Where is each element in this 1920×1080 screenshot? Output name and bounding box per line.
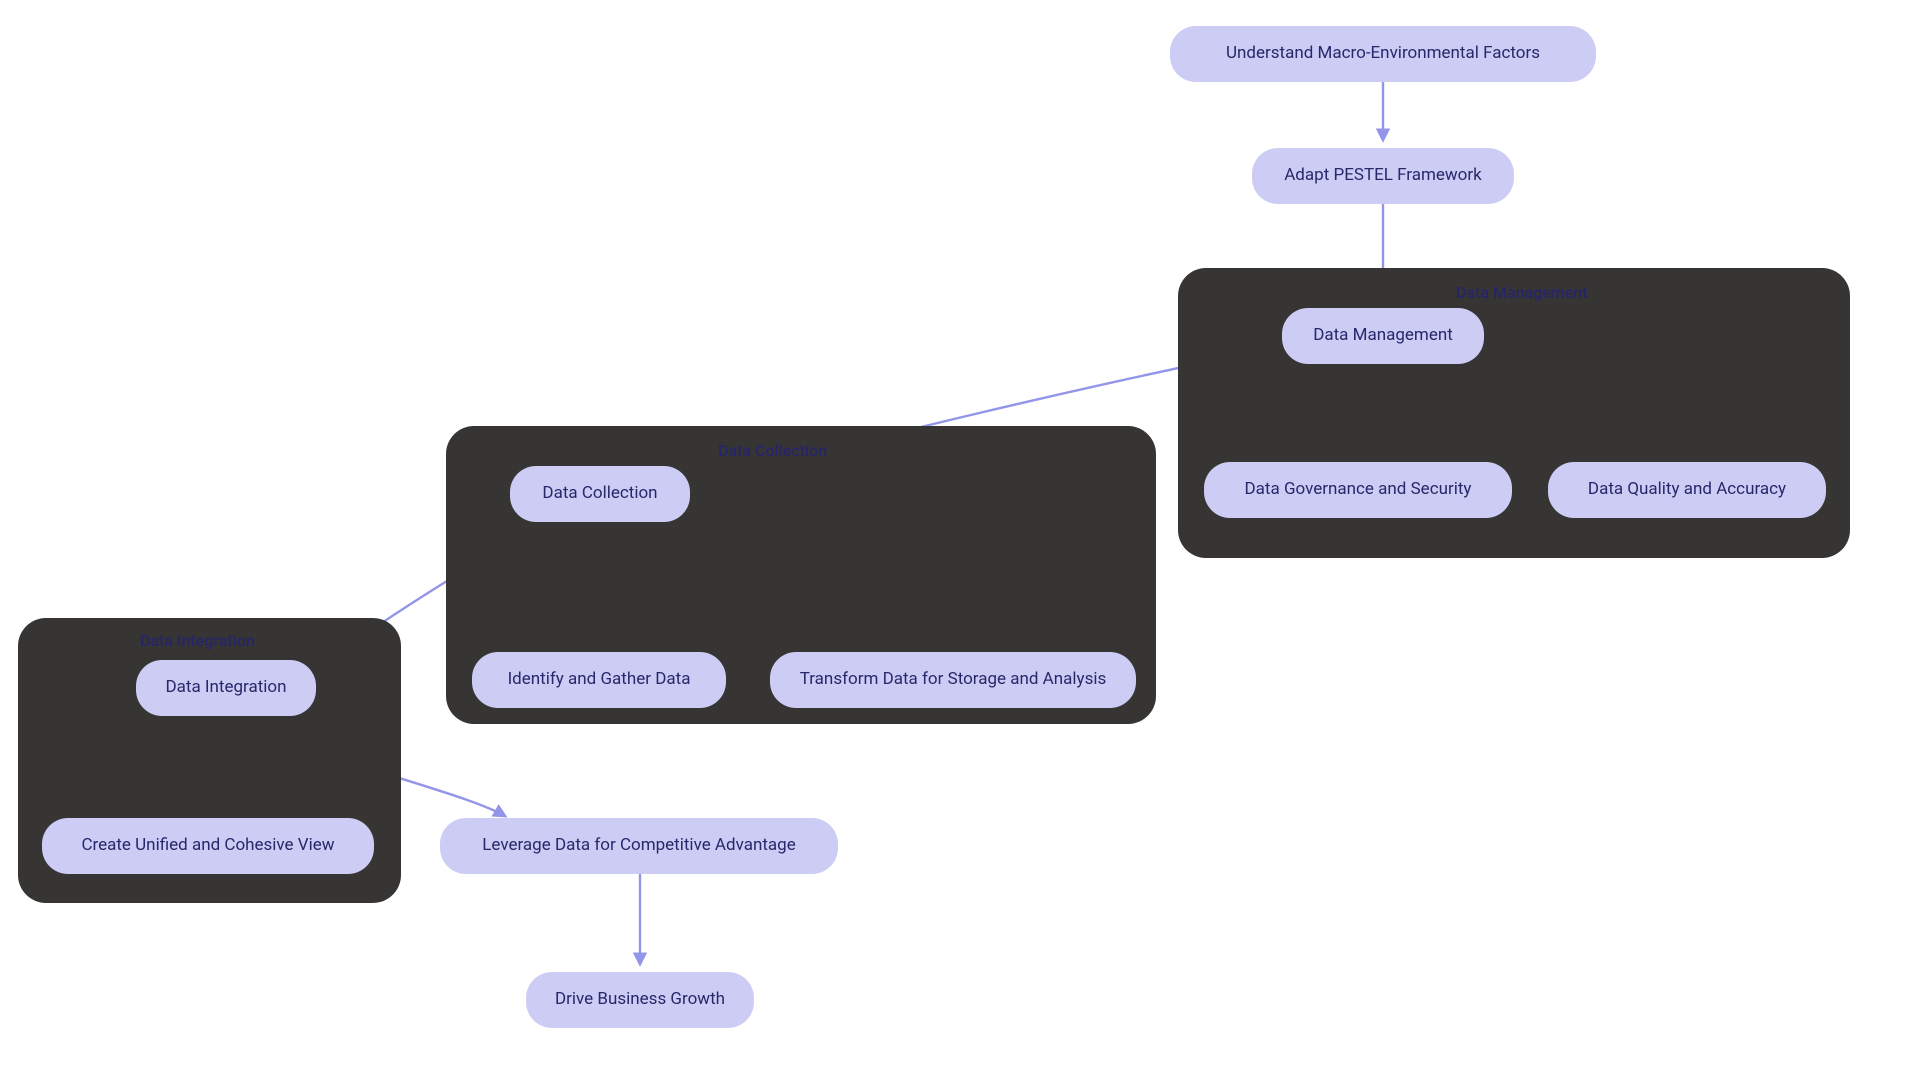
n-unified: Create Unified and Cohesive View [42, 818, 374, 874]
n-pestel: Adapt PESTEL Framework [1252, 148, 1514, 204]
n-gov: Data Governance and Security [1204, 462, 1512, 518]
n-dc: Data Collection [510, 466, 690, 522]
n-macro: Understand Macro-Environmental Factors [1170, 26, 1596, 82]
n-gather: Identify and Gather Data [472, 652, 726, 708]
grp-data-collection-label: Data Collection [718, 441, 827, 460]
n-qual: Data Quality and Accuracy [1548, 462, 1826, 518]
n-dm: Data Management [1282, 308, 1484, 364]
flowchart-canvas: Data Management Data Collection Data Integ… [0, 0, 1920, 1080]
grp-data-integration-label: Data Integration [140, 631, 255, 650]
n-lev: Leverage Data for Competitive Advantage [440, 818, 838, 874]
n-trans: Transform Data for Storage and Analysis [770, 652, 1136, 708]
n-di: Data Integration [136, 660, 316, 716]
grp-data-management-label: Data Management [1456, 283, 1588, 302]
n-grow: Drive Business Growth [526, 972, 754, 1028]
